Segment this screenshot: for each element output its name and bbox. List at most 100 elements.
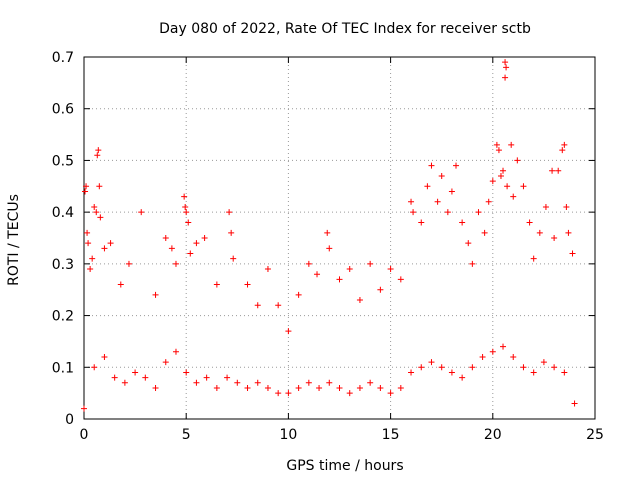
data-point-marker (91, 203, 98, 210)
data-point-marker (367, 379, 374, 386)
data-point-marker (117, 281, 124, 288)
data-point-marker (493, 141, 500, 148)
data-point-marker (565, 229, 572, 236)
data-point-marker (97, 214, 104, 221)
data-point-marker (428, 359, 435, 366)
data-point-marker (502, 59, 509, 66)
data-point-marker (152, 291, 159, 298)
data-point-marker (254, 379, 261, 386)
data-point-marker (213, 281, 220, 288)
data-point-marker (559, 147, 566, 154)
x-tick-label: 10 (279, 427, 297, 443)
data-point-marker (295, 291, 302, 298)
data-point-marker (453, 162, 460, 169)
y-tick-label: 0.1 (52, 360, 74, 376)
data-point-marker (481, 229, 488, 236)
data-point-marker (418, 219, 425, 226)
y-tick-label: 0.3 (52, 257, 74, 273)
data-point-marker (187, 250, 194, 257)
data-point-marker (459, 219, 466, 226)
data-point-marker (510, 353, 517, 360)
y-tick-label: 0 (65, 412, 74, 428)
x-tick-label: 15 (382, 427, 400, 443)
data-point-marker (93, 209, 100, 216)
data-point-marker (183, 209, 190, 216)
data-point-marker (408, 198, 415, 205)
data-point-marker (264, 384, 271, 391)
data-point-marker (418, 364, 425, 371)
data-point-marker (172, 260, 179, 267)
data-point-marker (193, 379, 200, 386)
x-axis-label: GPS time / hours (286, 458, 403, 474)
data-point-marker (132, 369, 139, 376)
y-tick-label: 0.5 (52, 153, 74, 169)
data-point-marker (182, 203, 189, 210)
y-tick-label: 0.7 (52, 50, 74, 66)
data-point-marker (346, 266, 353, 273)
data-point-marker (356, 297, 363, 304)
data-point-marker (508, 141, 515, 148)
data-point-marker (561, 141, 568, 148)
data-point-marker (224, 374, 231, 381)
data-point-marker (326, 245, 333, 252)
data-point-marker (444, 209, 451, 216)
data-point-marker (295, 384, 302, 391)
data-point-marker (503, 64, 510, 71)
data-point-marker (479, 353, 486, 360)
data-point-marker (264, 266, 271, 273)
data-point-marker (201, 235, 208, 241)
data-point-marker (95, 147, 102, 154)
y-tick-label: 0.4 (52, 205, 74, 221)
data-point-marker (121, 379, 128, 386)
data-point-marker (85, 240, 92, 247)
data-point-marker (336, 384, 343, 391)
data-point-marker (551, 364, 558, 371)
data-point-marker (324, 229, 331, 236)
data-point-marker (469, 260, 476, 267)
data-point-marker (469, 364, 476, 371)
x-tick-label: 0 (80, 427, 89, 443)
data-point-marker (183, 369, 190, 376)
data-point-marker (526, 219, 533, 226)
data-point-marker (542, 203, 549, 210)
data-point-marker (234, 379, 241, 386)
data-point-marker (356, 384, 363, 391)
data-point-marker (138, 209, 145, 216)
data-point-marker (424, 183, 431, 190)
x-tick-label: 25 (586, 427, 604, 443)
data-point-marker (316, 384, 323, 391)
data-point-marker (520, 364, 527, 371)
data-point-marker (244, 281, 251, 288)
data-point-marker (336, 276, 343, 283)
data-point-marker (285, 390, 292, 397)
data-point-marker (244, 384, 251, 391)
data-point-marker (410, 209, 417, 216)
x-axis-ticks: 0 5 10 15 20 25 (80, 57, 604, 443)
data-point-marker (305, 379, 312, 386)
data-point-marker (438, 172, 445, 179)
data-point-marker (571, 400, 578, 407)
data-point-marker (94, 152, 101, 159)
y-axis-ticks: 0 0.1 0.2 0.3 0.4 0.5 0.6 0.7 (52, 50, 595, 428)
data-point-marker (101, 245, 108, 252)
data-point-marker (551, 235, 558, 241)
data-point-marker (82, 188, 89, 195)
data-point-marker (497, 172, 504, 179)
data-point-marker (367, 260, 374, 267)
data-point-marker (377, 384, 384, 391)
x-tick-label: 20 (484, 427, 502, 443)
data-point-marker (162, 235, 169, 241)
x-tick-label: 5 (182, 427, 191, 443)
data-point-marker (285, 328, 292, 335)
data-point-marker (387, 390, 394, 397)
data-point-marker (504, 183, 511, 190)
data-point-marker (275, 302, 282, 309)
y-tick-label: 0.2 (52, 309, 74, 325)
data-point-marker (448, 369, 455, 376)
data-point-marker (162, 359, 169, 366)
data-point-marker (540, 359, 547, 366)
data-point-marker (459, 374, 466, 381)
data-point-marker (536, 229, 543, 236)
data-point-marker (502, 74, 509, 81)
